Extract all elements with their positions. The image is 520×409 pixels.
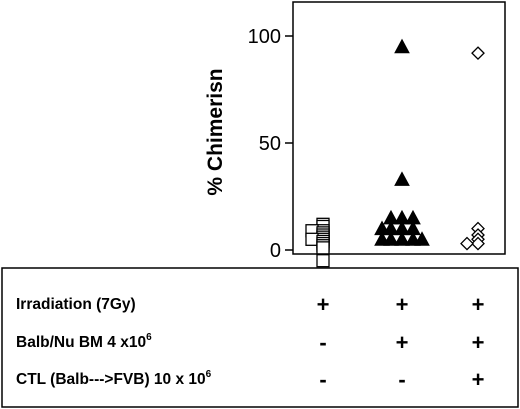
data-point <box>471 46 485 61</box>
y-tick-label: 0 <box>270 240 281 262</box>
plus-sign: + <box>472 292 485 317</box>
data-point <box>316 254 330 268</box>
data-point <box>316 241 330 255</box>
data-point <box>305 232 319 246</box>
minus-sign: - <box>319 367 326 392</box>
conditions-table-frame <box>1 267 519 408</box>
plus-sign: + <box>396 292 409 317</box>
conditions-table: Irradiation (7Gy) + + + Balb/Nu BM 4 x106 - + +… <box>16 292 484 392</box>
data-points <box>305 38 485 268</box>
condition-row-label: CTL (Balb--->FVB) 10 x 106 <box>16 369 212 388</box>
condition-row-label: Balb/Nu BM 4 x106 <box>16 332 152 351</box>
plus-sign: + <box>317 292 330 317</box>
y-axis-ticks: 0 50 100 <box>248 26 293 262</box>
data-point <box>374 231 390 246</box>
plus-sign: + <box>396 330 409 355</box>
plus-sign: + <box>472 330 485 355</box>
data-point <box>460 236 474 251</box>
y-tick-label: 50 <box>259 133 281 155</box>
data-point <box>394 231 410 246</box>
data-point <box>414 231 430 246</box>
minus-sign: - <box>319 330 326 355</box>
plus-sign: + <box>472 367 485 392</box>
data-point <box>394 171 410 186</box>
plot-frame <box>292 1 506 255</box>
y-axis-title: % Chimerisn <box>204 68 227 195</box>
condition-row-label: Irradiation (7Gy) <box>16 296 136 313</box>
data-point <box>394 38 410 54</box>
y-tick-label: 100 <box>248 26 281 48</box>
data-point <box>471 236 485 251</box>
minus-sign: - <box>398 367 405 392</box>
